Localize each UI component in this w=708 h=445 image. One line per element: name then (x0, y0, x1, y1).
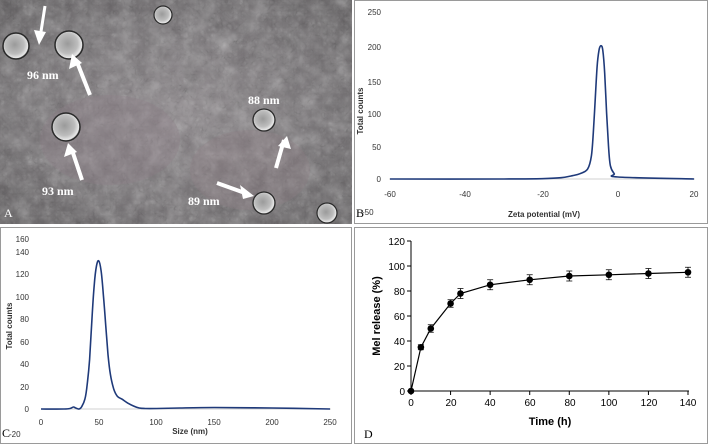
x-axis-label: Zeta potential (mV) (508, 210, 580, 219)
panel-label: D (364, 427, 373, 441)
y-tick-label: 0 (399, 387, 405, 398)
y-tick-label: 100 (16, 293, 30, 302)
x-tick-label: 0 (408, 398, 414, 409)
y-tick-label: 40 (394, 337, 406, 348)
data-point (565, 272, 573, 280)
y-tick-labels: 0 20 40 60 80 100 120 140 160 (16, 235, 30, 414)
data-line (40, 259, 331, 410)
data-point (447, 300, 454, 307)
size-distribution-plot: 0 20 40 60 80 100 120 140 160 -20 0 50 1… (2, 235, 337, 440)
x-axis-label: Time (h) (529, 416, 572, 428)
release-profile-chart: 0 20 40 60 80 100 120 0 20 40 60 80 100 … (354, 227, 708, 444)
x-tick-label: 120 (641, 398, 658, 409)
y-tick-label: 50 (372, 143, 381, 152)
nanoparticle (252, 191, 276, 215)
y-tick-label: 80 (20, 315, 29, 324)
y-tick-label: 200 (368, 43, 382, 52)
data-point (407, 387, 415, 395)
data-point (457, 290, 464, 297)
x-tick-label: -20 (537, 190, 549, 199)
x-tick-label: -60 (384, 190, 396, 199)
x-tick-label: 140 (680, 398, 697, 409)
arrow-icon (64, 143, 84, 181)
size-annotation: 88 nm (248, 93, 280, 107)
nanoparticle (51, 112, 81, 142)
y-tick-label: 0 (377, 175, 382, 184)
arrow-icon (274, 136, 291, 169)
x-axis-label: Size (nm) (172, 427, 208, 436)
x-tick-label: 50 (95, 418, 104, 427)
y-tick-label: 80 (394, 287, 406, 298)
size-annotation: 89 nm (188, 194, 220, 208)
size-annotation: 96 nm (27, 68, 59, 82)
x-tick-label: 200 (265, 418, 279, 427)
y-tick-label: 150 (368, 78, 382, 87)
y-tick-label: 160 (16, 235, 30, 244)
nanoparticle (252, 108, 276, 132)
y-tick-label: 120 (16, 270, 30, 279)
y-tick-label: 100 (388, 262, 405, 273)
data-point (486, 281, 494, 289)
zeta-potential-plot: 0 50 100 150 200 250 -50 -60 -40 -20 0 2… (356, 8, 699, 220)
y-tick-label: -50 (362, 208, 374, 217)
x-tick-label: 20 (445, 398, 457, 409)
y-tick-label: 250 (368, 8, 382, 17)
y-tick-labels: 0 50 100 150 200 250 (368, 8, 382, 184)
data-point (417, 343, 425, 351)
x-tick-label: 250 (323, 418, 337, 427)
size-annotation: 93 nm (42, 184, 74, 198)
y-tick-label: 20 (20, 383, 29, 392)
tem-micrograph-panel: 96 nm 93 nm 88 nm 89 nm A (0, 0, 352, 224)
y-tick-label: 0 (25, 405, 30, 414)
y-axis-label: Total counts (356, 87, 365, 135)
arrow-icon (216, 181, 254, 199)
y-tick-label: 100 (368, 110, 382, 119)
x-tick-label: 80 (564, 398, 576, 409)
x-tick-label: 0 (39, 418, 44, 427)
size-distribution-chart: 0 20 40 60 80 100 120 140 160 -20 0 50 1… (0, 227, 352, 444)
y-tick-label: 120 (388, 237, 405, 248)
x-tick-label: 40 (484, 398, 496, 409)
y-tick-label: 140 (16, 248, 30, 257)
x-tick-label: -40 (459, 190, 471, 199)
x-tick-label: 0 (616, 190, 621, 199)
tem-micrograph: 96 nm 93 nm 88 nm 89 nm A (0, 0, 352, 224)
panel-label: B (356, 206, 364, 220)
x-tick-label: 100 (601, 398, 618, 409)
x-tick-labels: -60 -40 -20 0 20 (384, 190, 699, 199)
x-tick-label: 60 (524, 398, 536, 409)
y-tick-labels: 0 20 40 60 80 100 120 (388, 237, 405, 398)
x-tick-labels: 0 20 40 60 80 100 120 140 (408, 398, 697, 409)
data-line (410, 271, 689, 392)
panel-label: C (2, 426, 10, 440)
zeta-potential-chart: 0 50 100 150 200 250 -50 -60 -40 -20 0 2… (354, 0, 708, 224)
nanoparticle (2, 32, 30, 60)
data-point (645, 270, 652, 277)
data-point (605, 271, 613, 279)
data-point (526, 276, 534, 284)
data-line (389, 44, 695, 180)
y-tick-label: 20 (394, 362, 406, 373)
nanoparticle (54, 30, 84, 60)
x-tick-label: 150 (207, 418, 221, 427)
nanoparticle (316, 202, 338, 224)
panel-label: A (4, 206, 13, 220)
arrow-icon (34, 5, 47, 45)
x-tick-labels: 0 50 100 150 200 250 (39, 418, 337, 427)
nanoparticle (153, 5, 173, 25)
arrow-icon (69, 54, 92, 96)
x-tick-label: 20 (690, 190, 699, 199)
x-tick-label: 100 (149, 418, 163, 427)
data-point (427, 325, 435, 332)
y-tick-label: 60 (20, 338, 29, 347)
release-profile-plot: 0 20 40 60 80 100 120 0 20 40 60 80 100 … (364, 237, 697, 441)
data-point (684, 268, 692, 276)
y-axis-label: Total counts (5, 302, 14, 350)
y-tick-label: -20 (9, 430, 21, 439)
y-axis-label: Mel release (%) (371, 276, 383, 356)
y-tick-label: 60 (394, 312, 406, 323)
y-tick-label: 40 (20, 360, 29, 369)
